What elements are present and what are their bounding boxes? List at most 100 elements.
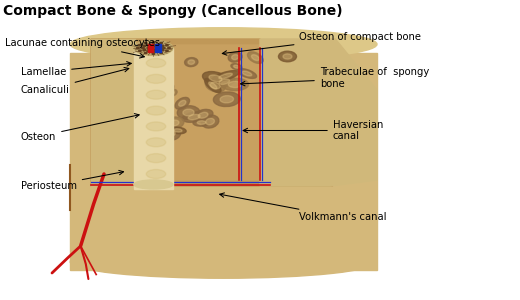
Ellipse shape [152, 42, 155, 43]
Ellipse shape [146, 106, 166, 115]
Polygon shape [260, 39, 377, 186]
Ellipse shape [159, 84, 169, 90]
Ellipse shape [157, 49, 159, 50]
Ellipse shape [222, 78, 249, 91]
Ellipse shape [157, 75, 166, 81]
Ellipse shape [210, 82, 220, 89]
Ellipse shape [188, 114, 200, 120]
Ellipse shape [219, 73, 232, 79]
Ellipse shape [165, 45, 168, 46]
Ellipse shape [147, 133, 169, 140]
Text: Canaliculi: Canaliculi [21, 68, 129, 95]
Bar [70, 52, 377, 270]
Ellipse shape [146, 169, 166, 178]
Text: Osteon of compact bone: Osteon of compact bone [223, 32, 421, 55]
Ellipse shape [233, 65, 239, 68]
Ellipse shape [202, 72, 228, 85]
Ellipse shape [164, 130, 175, 137]
Ellipse shape [242, 71, 252, 76]
Ellipse shape [214, 76, 235, 87]
Ellipse shape [157, 47, 160, 48]
Ellipse shape [150, 46, 152, 47]
Ellipse shape [70, 245, 377, 278]
Bar [148, 44, 153, 52]
Ellipse shape [188, 60, 194, 64]
Text: Compact Bone & Spongy (Cancellous Bone): Compact Bone & Spongy (Cancellous Bone) [3, 4, 342, 19]
Ellipse shape [183, 109, 194, 116]
Ellipse shape [134, 40, 173, 56]
Ellipse shape [153, 134, 164, 138]
Ellipse shape [152, 152, 167, 159]
Ellipse shape [156, 154, 163, 158]
Ellipse shape [146, 74, 166, 83]
Ellipse shape [185, 58, 198, 67]
Text: Periosteum: Periosteum [21, 170, 124, 191]
Ellipse shape [174, 129, 182, 132]
Ellipse shape [179, 100, 186, 106]
Ellipse shape [220, 96, 233, 103]
Ellipse shape [168, 91, 174, 95]
Bar [155, 44, 161, 52]
Ellipse shape [237, 69, 256, 78]
Ellipse shape [136, 47, 139, 48]
Ellipse shape [157, 51, 160, 52]
Ellipse shape [134, 180, 173, 189]
Ellipse shape [205, 79, 225, 92]
Ellipse shape [206, 118, 214, 125]
Ellipse shape [148, 46, 150, 47]
Text: Osteon: Osteon [21, 114, 139, 142]
Ellipse shape [231, 64, 242, 70]
Ellipse shape [70, 28, 377, 61]
Ellipse shape [197, 121, 206, 124]
Ellipse shape [147, 47, 150, 48]
Ellipse shape [212, 70, 239, 81]
Ellipse shape [149, 62, 164, 71]
Ellipse shape [149, 138, 162, 140]
Ellipse shape [147, 44, 150, 45]
Ellipse shape [209, 75, 222, 82]
Ellipse shape [139, 50, 141, 51]
Ellipse shape [283, 54, 292, 59]
Ellipse shape [164, 117, 184, 129]
Ellipse shape [157, 46, 159, 47]
Ellipse shape [146, 154, 166, 163]
Ellipse shape [152, 72, 171, 84]
Text: Volkmann's canal: Volkmann's canal [219, 193, 386, 223]
Ellipse shape [201, 115, 219, 128]
Ellipse shape [150, 49, 152, 50]
Ellipse shape [175, 98, 189, 109]
Polygon shape [91, 39, 333, 186]
Ellipse shape [159, 124, 173, 133]
Ellipse shape [157, 44, 160, 45]
Ellipse shape [148, 49, 150, 50]
Ellipse shape [193, 110, 213, 121]
Ellipse shape [147, 51, 150, 52]
Polygon shape [135, 45, 312, 180]
Ellipse shape [219, 79, 230, 85]
Ellipse shape [165, 50, 168, 51]
Text: Haversian
canal: Haversian canal [243, 120, 383, 141]
Ellipse shape [146, 122, 166, 131]
Ellipse shape [209, 82, 217, 89]
Bar [134, 48, 173, 189]
Ellipse shape [228, 52, 242, 62]
Ellipse shape [146, 68, 159, 75]
Ellipse shape [144, 52, 147, 53]
Ellipse shape [170, 127, 186, 134]
Ellipse shape [169, 120, 179, 126]
Ellipse shape [248, 52, 263, 63]
Ellipse shape [146, 138, 166, 147]
Ellipse shape [155, 49, 158, 50]
Ellipse shape [146, 58, 166, 68]
Ellipse shape [231, 55, 239, 60]
Text: Trabeculae of  spongy
bone: Trabeculae of spongy bone [241, 67, 429, 89]
Ellipse shape [182, 112, 206, 122]
Ellipse shape [140, 65, 164, 78]
Text: Lacunae containing osteocytes: Lacunae containing osteocytes [5, 38, 160, 58]
Ellipse shape [198, 112, 208, 118]
Ellipse shape [162, 127, 170, 131]
Ellipse shape [213, 92, 240, 106]
Ellipse shape [159, 126, 180, 140]
Text: Lamellae: Lamellae [21, 61, 131, 77]
Ellipse shape [146, 90, 166, 99]
